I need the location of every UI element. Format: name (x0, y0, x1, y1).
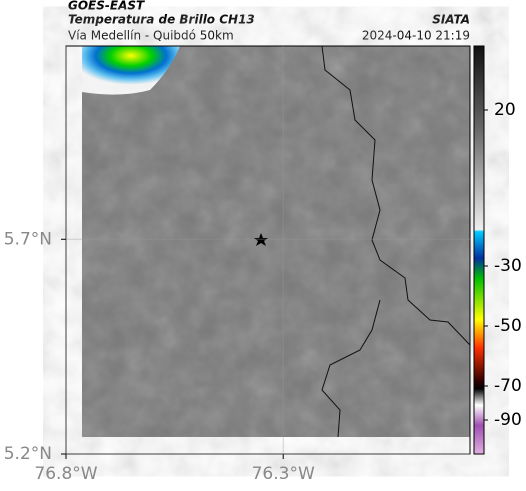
y-tick-label: 5.7°N (4, 229, 52, 249)
datetime: 2024-04-10 21:19 (362, 29, 470, 43)
x-tick-label: 76.3°W (252, 464, 315, 484)
cold-cloud (82, 46, 180, 95)
x-tick-label: 76.8°W (34, 464, 97, 484)
colorbar-label: 20 (494, 100, 516, 120)
colorbar (473, 45, 485, 455)
texture (82, 46, 470, 437)
agency: SIATA (432, 13, 470, 27)
product: Temperatura de Brillo CH13 (68, 13, 255, 27)
map-border (65, 45, 471, 455)
colorbar-label: -50 (494, 316, 522, 336)
colorbar-label: -70 (494, 376, 522, 396)
map-area (65, 45, 471, 455)
y-tick-label: 5.2°N (4, 444, 52, 464)
border (321, 299, 381, 438)
source: GOES-EAST (68, 0, 145, 13)
colorbar-label: -90 (494, 410, 522, 430)
marker-star (254, 233, 268, 246)
route: Vía Medellín - Quibdó 50km (68, 29, 234, 43)
colorbar-label: -30 (494, 256, 522, 276)
border (321, 45, 471, 346)
